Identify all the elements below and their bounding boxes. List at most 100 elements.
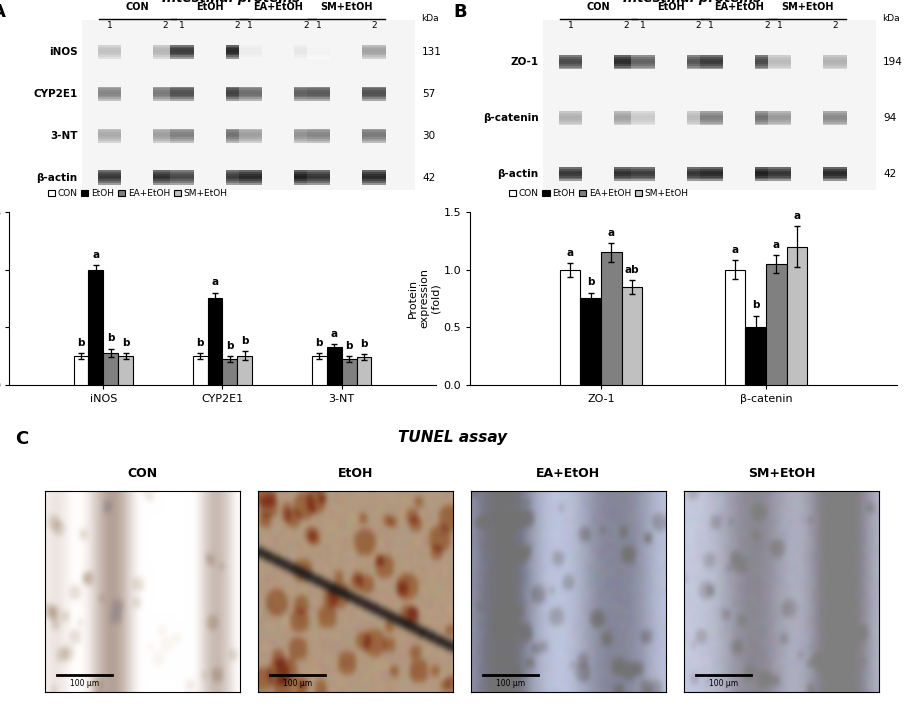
Bar (687, 66, 710, 67)
Bar (170, 139, 194, 141)
Bar (170, 96, 194, 97)
Bar (98, 139, 121, 141)
Bar (559, 176, 583, 178)
Bar (631, 176, 655, 178)
Bar (153, 48, 177, 50)
Text: a: a (331, 329, 338, 339)
Bar (307, 87, 331, 89)
Bar (699, 119, 723, 120)
Bar (559, 169, 583, 170)
Bar (238, 89, 262, 90)
Bar (153, 176, 177, 178)
Bar (687, 178, 710, 180)
Text: a: a (92, 250, 100, 260)
Bar (614, 116, 638, 119)
Bar (307, 99, 331, 101)
Text: 100 μm: 100 μm (709, 679, 738, 688)
Bar (362, 141, 386, 143)
Bar (614, 170, 638, 173)
Bar (767, 55, 791, 57)
Bar (362, 173, 386, 174)
Text: 1: 1 (315, 21, 322, 31)
Bar (153, 139, 177, 141)
Y-axis label: Protein
expression
(fold): Protein expression (fold) (408, 268, 440, 328)
Bar (238, 181, 262, 183)
Bar (755, 55, 778, 57)
Bar (767, 66, 791, 67)
Text: β-actin: β-actin (36, 173, 77, 182)
Bar (98, 183, 121, 185)
Bar (170, 54, 194, 55)
Text: 2: 2 (696, 21, 701, 31)
Bar (238, 58, 262, 59)
Bar (238, 138, 262, 139)
Bar (307, 55, 331, 58)
Bar (824, 60, 847, 62)
Bar (824, 67, 847, 70)
Bar (327, 347, 342, 385)
Bar (170, 174, 194, 176)
Bar (631, 178, 655, 180)
Bar (294, 174, 317, 176)
Bar (362, 131, 386, 132)
Bar (755, 180, 778, 181)
Bar (294, 48, 317, 50)
Bar (294, 50, 317, 52)
Bar (307, 92, 331, 94)
Bar (226, 45, 249, 47)
Bar (98, 134, 121, 136)
Bar (767, 60, 791, 62)
Bar (699, 111, 723, 113)
Bar (170, 181, 194, 183)
Bar (767, 115, 791, 116)
Bar (631, 124, 655, 126)
Bar (226, 178, 249, 180)
Bar (362, 129, 386, 131)
Bar (226, 183, 249, 185)
Bar (153, 170, 177, 173)
Text: 30: 30 (422, 131, 436, 141)
Bar (103, 353, 119, 385)
Text: 2: 2 (623, 21, 629, 31)
Bar (362, 54, 386, 55)
Bar (362, 48, 386, 50)
Bar (631, 116, 655, 119)
Bar (362, 97, 386, 99)
Bar (226, 174, 249, 176)
Bar (614, 59, 638, 60)
Bar (614, 167, 638, 169)
Bar (294, 173, 317, 174)
Text: b: b (315, 338, 323, 348)
Bar (294, 138, 317, 139)
Bar (755, 124, 778, 126)
Bar (631, 170, 655, 173)
Bar (362, 87, 386, 89)
Bar (824, 115, 847, 116)
Bar (153, 54, 177, 55)
Bar (226, 47, 249, 48)
Bar (622, 287, 642, 385)
Bar (687, 180, 710, 181)
Text: β-catenin: β-catenin (483, 113, 538, 124)
Text: A: A (0, 4, 5, 21)
Bar (687, 60, 710, 62)
Bar (119, 356, 133, 385)
Text: 3-NT: 3-NT (50, 131, 77, 141)
Bar (153, 90, 177, 92)
Bar (89, 270, 103, 385)
Bar (170, 87, 194, 89)
Bar (238, 54, 262, 55)
Bar (824, 62, 847, 64)
Bar (170, 92, 194, 94)
Bar (294, 132, 317, 134)
Bar (631, 64, 655, 66)
Bar (238, 176, 262, 178)
Bar (824, 64, 847, 66)
Bar (699, 116, 723, 119)
Bar (362, 183, 386, 185)
Text: 1: 1 (567, 21, 573, 31)
Bar (226, 141, 249, 143)
Text: ab: ab (624, 265, 639, 275)
Bar (307, 174, 331, 176)
Bar (226, 173, 249, 174)
